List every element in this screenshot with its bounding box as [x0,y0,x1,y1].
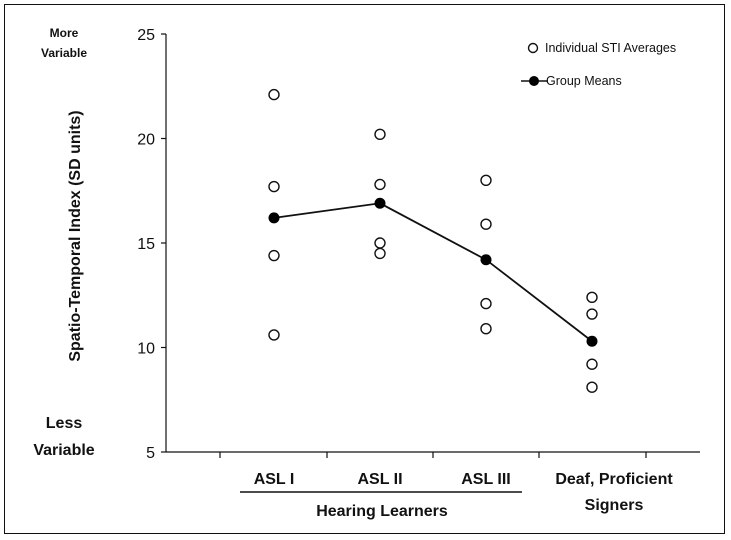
individual-sti-point [586,381,598,393]
y-axis-title: Spatio-Temporal Index (SD units) [67,110,84,361]
y-tick-label: 20 [137,132,155,149]
legend-open-circle-marker [527,42,539,54]
group-mean-point [268,212,280,224]
group-means-line [273,202,593,342]
legend-filled-circle-marker [529,76,539,86]
y-bottom-note-line2: Variable [33,442,94,459]
chart-frame [4,4,725,534]
y-top-note-line1: More [50,26,79,40]
y-bottom-note-line1: Less [46,415,83,432]
x-category-label: Deaf, Proficient [555,471,673,488]
x-category-label: ASL III [461,471,511,488]
legend-label-means: Group Means [546,74,622,88]
x-category-labels: ASL I ASL II ASL III Deaf, Proficient Signer… [219,452,673,514]
individual-sti-point [268,329,280,341]
individual-sti-point [374,247,386,260]
legend: Individual STI Averages Group Means [521,41,676,88]
y-tick-label: 15 [137,236,155,253]
individual-sti-point [268,88,280,101]
group-means-series [268,197,598,347]
individual-sti-point [268,180,280,193]
individual-sti-point [586,308,598,320]
x-category-label: ASL II [357,471,402,488]
individual-points-series [268,88,598,393]
individual-sti-point [374,128,386,141]
group-mean-point [586,335,598,347]
individual-sti-point [586,291,598,304]
x-category-label: ASL I [254,471,295,488]
individual-sti-point [480,218,492,230]
individual-sti-point [480,297,492,310]
individual-sti-point [374,178,386,191]
y-tick-label: 25 [137,27,155,44]
individual-sti-point [586,358,598,370]
individual-sti-point [268,249,280,262]
individual-sti-point [480,322,492,335]
y-tick-label: 5 [146,445,155,462]
group-mean-point [374,197,386,209]
legend-label-individual: Individual STI Averages [545,41,676,55]
y-ticks: 5 10 15 20 25 [137,27,166,462]
group-mean-point [480,254,492,266]
y-top-note-line2: Variable [41,46,87,60]
y-tick-label: 10 [137,341,155,358]
individual-sti-point [480,174,492,187]
group-label: Hearing Learners [316,503,448,520]
x-category-label: Signers [585,497,644,514]
individual-sti-point [374,237,386,249]
